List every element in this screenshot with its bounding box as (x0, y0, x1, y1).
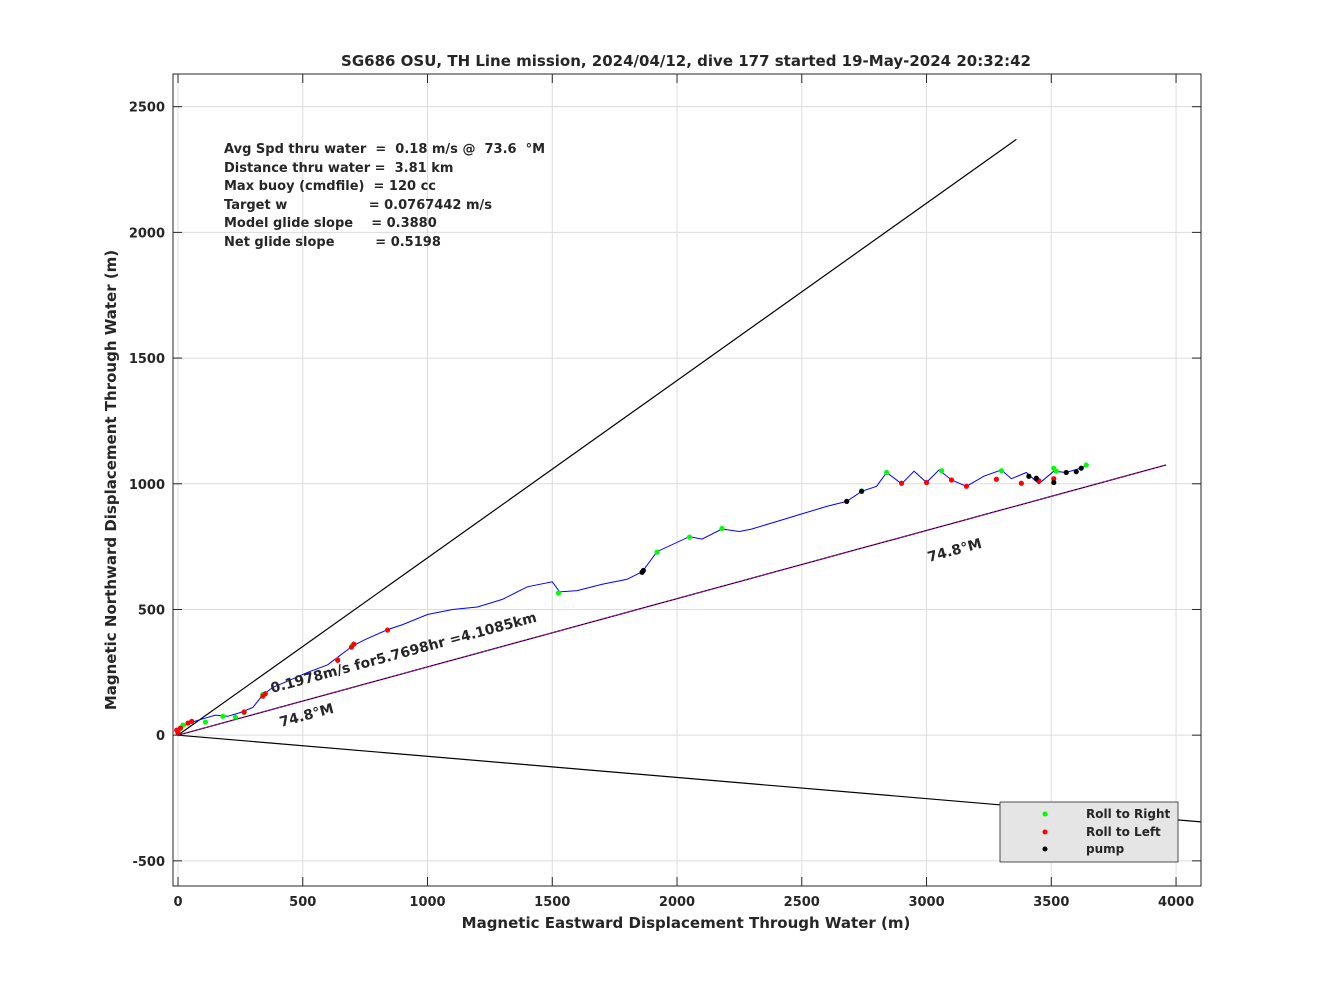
roll-to-right-point (719, 525, 725, 532)
y-tick-label: 2500 (129, 101, 165, 116)
chart-title: SG686 OSU, TH Line mission, 2024/04/12, … (341, 52, 1031, 70)
stats-line-speed: Avg Spd thru water = 0.18 m/s @ 73.6 °M (224, 142, 545, 157)
y-tick-label: 0 (156, 729, 165, 744)
roll-to-left-point (993, 476, 999, 482)
wedge-upper-line (177, 138, 1017, 736)
pump-point (1078, 465, 1084, 471)
x-tick-label: 500 (289, 895, 316, 910)
heading-magenta-line (177, 464, 1167, 736)
roll-to-right-point (220, 713, 226, 719)
y-tick-label: 1000 (129, 478, 165, 493)
y-tick-label: 500 (138, 603, 165, 618)
legend-box (999, 801, 1179, 863)
x-axis-label: Magnetic Eastward Displacement Through W… (462, 914, 911, 932)
legend-label-roll-right: Roll to Right (1086, 807, 1171, 821)
roll-to-left-point (335, 657, 341, 663)
grid-lines (173, 74, 1201, 886)
x-tick-label: 1000 (409, 895, 445, 910)
pump-point (844, 498, 850, 504)
pump-point (1063, 469, 1069, 476)
roll-to-right-point (202, 719, 209, 725)
axis-ticks: 0 500 1000 1500 2000 2500 3000 3500 4000 -500 0 500… (129, 74, 1201, 910)
roll-to-right-point (654, 549, 660, 555)
stats-block: Avg Spd thru water = 0.18 m/s @ 73.6 °M … (224, 142, 545, 250)
pump-point (1073, 469, 1079, 475)
roll-to-left-point (923, 479, 930, 486)
stats-line-distance: Distance thru water = 3.81 km (224, 161, 453, 176)
roll-to-left-point (948, 477, 955, 483)
pump-point (1051, 479, 1057, 486)
legend-marker-roll-right (1042, 811, 1048, 817)
roll-to-right-point (998, 468, 1004, 474)
pump-point (1026, 473, 1032, 479)
roll-to-right-point (884, 469, 890, 476)
y-tick-label: 2000 (129, 226, 165, 241)
data-series (174, 462, 1089, 736)
roll-to-right-point (1053, 468, 1059, 474)
pump-point (1033, 475, 1039, 481)
x-tick-label: 3000 (908, 895, 944, 910)
roll-to-right-point (232, 714, 238, 720)
pump-point (640, 567, 646, 574)
roll-to-left-point (898, 480, 905, 486)
stats-line-net-glide: Net glide slope = 0.5198 (224, 235, 441, 250)
roll-to-left-point (177, 725, 184, 731)
plot-area (173, 74, 1201, 886)
roll-to-left-point (175, 730, 181, 736)
roll-to-right-point (1083, 462, 1089, 468)
roll-to-left-point (262, 691, 268, 697)
roll-to-left-point (351, 641, 357, 647)
x-tick-label: 2500 (784, 895, 820, 910)
legend-label-pump: pump (1086, 842, 1125, 856)
y-axis-label: Magnetic Northward Displacement Through … (102, 250, 120, 710)
x-tick-label: 2000 (659, 895, 695, 910)
pump-point (859, 488, 865, 494)
y-tick-label: -500 (132, 855, 165, 870)
roll-to-left-point (189, 718, 195, 724)
roll-to-left-point (241, 709, 247, 715)
roll-to-right-point (686, 534, 693, 540)
x-tick-label: 1500 (534, 895, 570, 910)
stats-line-model-glide: Model glide slope = 0.3880 (224, 216, 437, 231)
legend-label-roll-left: Roll to Left (1086, 825, 1161, 839)
legend: Roll to Right Roll to Left pump (999, 801, 1179, 863)
legend-marker-roll-left (1042, 829, 1048, 835)
roll-to-left-point (384, 627, 391, 633)
roll-to-right-point (555, 590, 562, 596)
roll-to-right-point (938, 468, 945, 474)
stats-line-buoy: Max buoy (cmdfile) = 120 cc (224, 179, 436, 194)
roll-to-left-point (1018, 480, 1024, 486)
axes-box (172, 73, 1202, 887)
legend-marker-pump (1042, 846, 1048, 852)
y-tick-label: 1500 (129, 352, 165, 367)
roll-to-left-point (1051, 476, 1057, 482)
x-tick-label: 4000 (1158, 895, 1194, 910)
x-tick-label: 0 (173, 895, 182, 910)
x-tick-label: 3500 (1033, 895, 1069, 910)
track-line (177, 464, 1089, 736)
stats-line-target-w: Target w = 0.0767442 m/s (224, 198, 492, 213)
roll-to-left-point (963, 483, 970, 489)
